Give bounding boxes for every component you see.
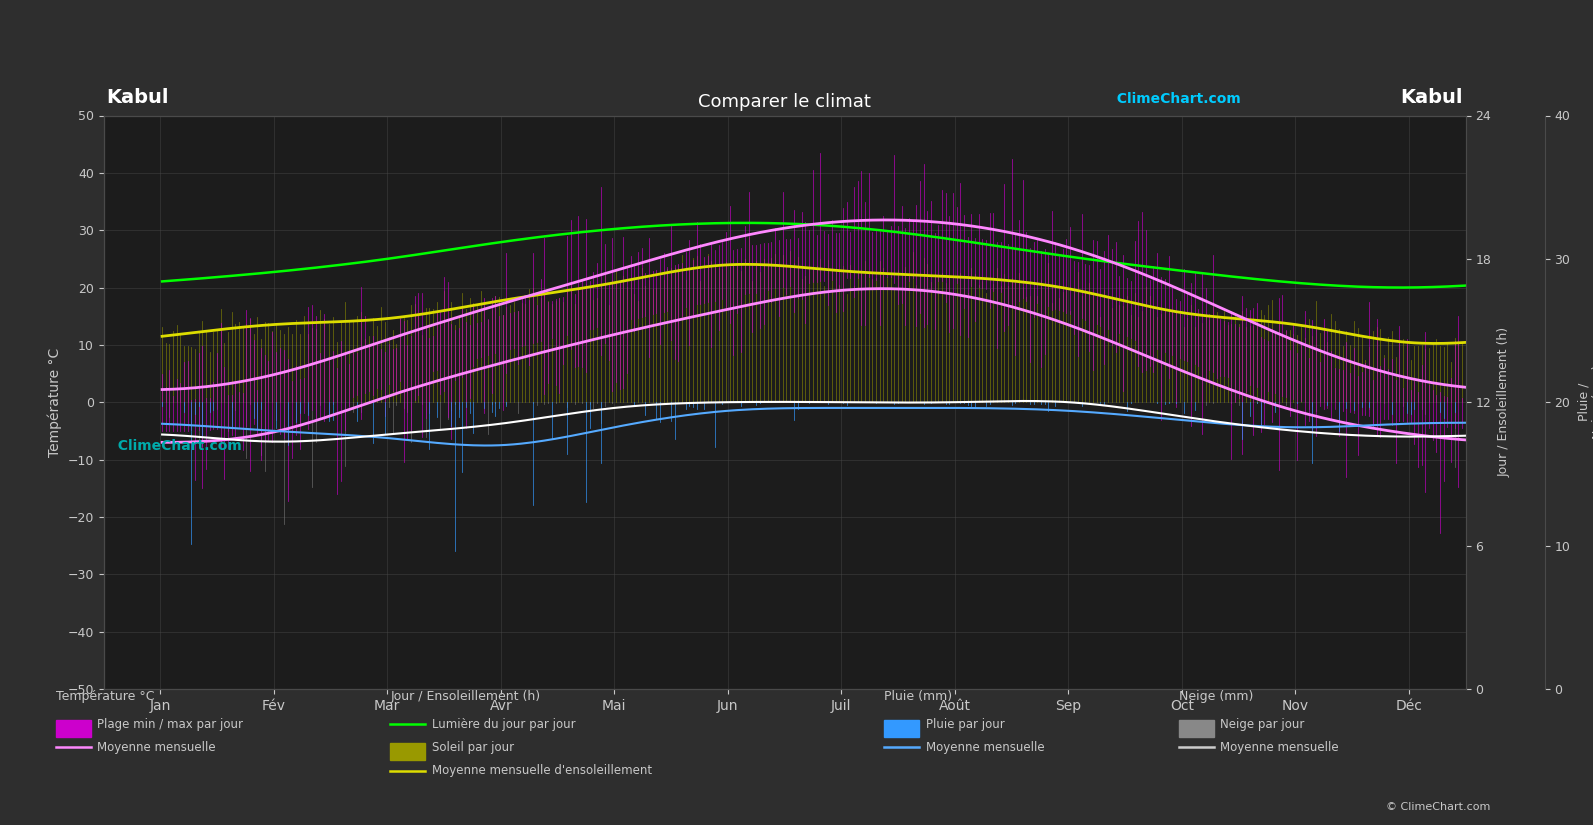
Text: Pluie par jour: Pluie par jour xyxy=(926,718,1004,731)
Text: Moyenne mensuelle: Moyenne mensuelle xyxy=(926,741,1043,754)
Text: ClimeChart.com: ClimeChart.com xyxy=(1107,92,1241,106)
Text: Jour / Ensoleillement (h): Jour / Ensoleillement (h) xyxy=(390,690,540,703)
Text: Kabul: Kabul xyxy=(107,88,169,107)
Text: Plage min / max par jour: Plage min / max par jour xyxy=(97,718,244,731)
Text: © ClimeChart.com: © ClimeChart.com xyxy=(1386,802,1491,812)
Text: Lumière du jour par jour: Lumière du jour par jour xyxy=(432,718,575,731)
Title: Comparer le climat: Comparer le climat xyxy=(698,93,871,111)
Text: ClimeChart.com: ClimeChart.com xyxy=(108,439,242,453)
Y-axis label: Température °C: Température °C xyxy=(48,347,62,457)
Y-axis label: Jour / Ensoleillement (h): Jour / Ensoleillement (h) xyxy=(1497,328,1512,477)
Text: Moyenne mensuelle: Moyenne mensuelle xyxy=(1220,741,1338,754)
Text: Neige par jour: Neige par jour xyxy=(1220,718,1305,731)
Text: Température °C: Température °C xyxy=(56,690,155,703)
Text: Neige (mm): Neige (mm) xyxy=(1179,690,1254,703)
Text: Pluie (mm): Pluie (mm) xyxy=(884,690,953,703)
Text: Soleil par jour: Soleil par jour xyxy=(432,741,515,754)
Text: Moyenne mensuelle d'ensoleillement: Moyenne mensuelle d'ensoleillement xyxy=(432,764,652,777)
Text: Moyenne mensuelle: Moyenne mensuelle xyxy=(97,741,215,754)
Y-axis label: Pluie /
Neige (mm): Pluie / Neige (mm) xyxy=(1577,365,1593,440)
Text: Kabul: Kabul xyxy=(1400,88,1462,107)
